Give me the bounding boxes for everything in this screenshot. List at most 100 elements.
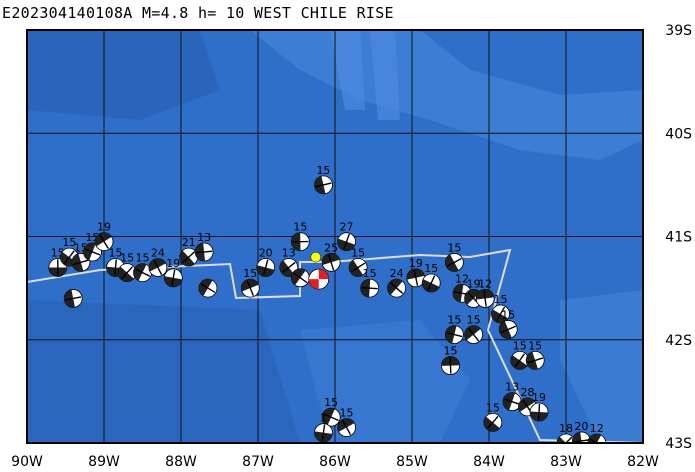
focal-mechanism: [290, 268, 310, 288]
depth-label: 15: [109, 246, 123, 259]
latitude-labels: 39S 40S 41S 42S 43S: [665, 23, 692, 452]
lon-label: 82W: [627, 454, 659, 470]
focal-mechanism: 15: [240, 267, 260, 298]
beachball-quadrant: [322, 408, 335, 426]
lon-label: 83W: [550, 454, 582, 470]
beachball-nodal-line: [390, 282, 404, 294]
beachball-nodal-line: [573, 439, 590, 443]
depth-label: 13: [197, 231, 211, 244]
beachball-nodal-line: [350, 262, 366, 273]
beachball-nodal-line: [262, 259, 269, 276]
lat-label: 40S: [665, 126, 692, 142]
depth-label: 15: [293, 221, 307, 234]
beachball-nodal-line: [63, 250, 75, 265]
focal-mechanism: 19: [94, 221, 114, 252]
depth-label: 19: [409, 257, 423, 270]
beachball-nodal-line: [449, 357, 452, 374]
beachball-quadrant: [572, 432, 582, 443]
focal-mechanism: [198, 278, 218, 298]
depth-label: 15: [363, 267, 377, 280]
lon-label: 90W: [11, 454, 43, 470]
beachball-nodal-line: [342, 420, 352, 435]
depth-label: 15: [444, 345, 458, 358]
beachball-nodal-line: [483, 290, 487, 307]
bathymetry-ridge-band: [330, 30, 365, 110]
depth-label: 15: [136, 252, 150, 265]
depth-label: 15: [243, 267, 257, 280]
depth-label: 15: [351, 246, 365, 259]
beachball-nodal-line: [153, 259, 163, 276]
beachball-quadrant: [83, 242, 96, 261]
lat-label: 42S: [665, 333, 692, 349]
beachball-nodal-line: [343, 233, 350, 250]
beachball-nodal-line: [565, 436, 573, 443]
main-beachball-quadrant-2: [308, 279, 319, 290]
focal-mechanism: 12: [587, 422, 607, 443]
depth-label: 15: [316, 164, 330, 177]
beachball-nodal-line: [200, 283, 216, 293]
focal-mechanism: 15: [337, 407, 356, 437]
focal-mechanism: 19: [406, 257, 426, 288]
main-beachball-quadrant: [318, 269, 329, 280]
depth-label: 12: [478, 277, 492, 290]
depth-label: 27: [340, 221, 354, 234]
beachball-nodal-line: [121, 266, 134, 280]
focal-mechanism: 15: [444, 314, 464, 344]
depth-label: 24: [390, 267, 404, 280]
focal-mechanism: 12: [475, 277, 495, 308]
depth-label: 24: [151, 246, 165, 259]
main-event-mechanism: [308, 268, 330, 290]
depth-label: 12: [590, 422, 604, 435]
focal-mechanism: 15: [314, 164, 333, 195]
focal-mechanism: 15: [348, 246, 368, 277]
depth-label: 15: [62, 236, 76, 249]
beachball-nodal-line: [446, 257, 462, 267]
depth-label: 19: [532, 391, 546, 404]
bathymetry-ridge-band-2: [370, 30, 400, 120]
bathymetry-light-center: [300, 320, 470, 443]
beachball-nodal-line: [171, 269, 176, 286]
beachball-nodal-line: [65, 296, 82, 301]
longitude-labels: 90W 89W 88W 87W 86W 85W 84W 83W 82W: [11, 454, 659, 470]
beachball-nodal-line: [293, 272, 308, 284]
beachball-nodal-line: [527, 357, 544, 364]
depth-label: 13: [505, 381, 519, 394]
depth-label: 28: [521, 386, 535, 399]
depth-label: 15: [501, 308, 515, 321]
beachball-quadrant: [422, 279, 440, 292]
focal-mechanism: 15: [444, 241, 464, 272]
beachball-nodal-line: [323, 413, 339, 422]
depth-label: 19: [467, 277, 481, 290]
beachball-nodal-line: [315, 182, 332, 188]
focal-mechanism: 15: [117, 252, 137, 283]
focal-mechanism: 15: [483, 401, 503, 432]
beachball-nodal-line: [328, 254, 335, 271]
focal-mechanism: 15: [133, 252, 152, 283]
focal-mechanism: 18: [556, 422, 576, 443]
lon-label: 88W: [165, 454, 197, 470]
focal-mechanism: 15: [421, 262, 441, 293]
focal-mechanism: 15: [441, 345, 460, 375]
beachball-nodal-line: [514, 353, 526, 368]
beachball-quadrant: [556, 436, 566, 443]
beachball-nodal-line: [246, 280, 254, 296]
beachball-quadrant: [587, 434, 602, 443]
beachball-quadrant: [499, 321, 512, 339]
depth-label: 15: [424, 262, 438, 275]
depth-label: 19: [97, 221, 111, 234]
map-title: E202304140108A M=4.8 h= 10 WEST CHILE RI…: [2, 4, 394, 22]
depth-label: 20: [574, 420, 588, 433]
focal-mechanism: 15: [321, 396, 341, 427]
depth-label: 25: [324, 241, 338, 254]
depth-label: 15: [447, 241, 461, 254]
focal-mechanism: 15: [510, 339, 530, 370]
lon-label: 87W: [242, 454, 274, 470]
focal-mechanism: 19: [464, 277, 484, 308]
beachball-nodal-line: [589, 438, 599, 443]
beachball-quadrant: [337, 238, 356, 251]
beachball-nodal-line: [487, 415, 499, 430]
beachball-nodal-line: [446, 331, 463, 338]
lat-label: 43S: [665, 436, 692, 452]
depth-label: 12: [455, 272, 469, 285]
